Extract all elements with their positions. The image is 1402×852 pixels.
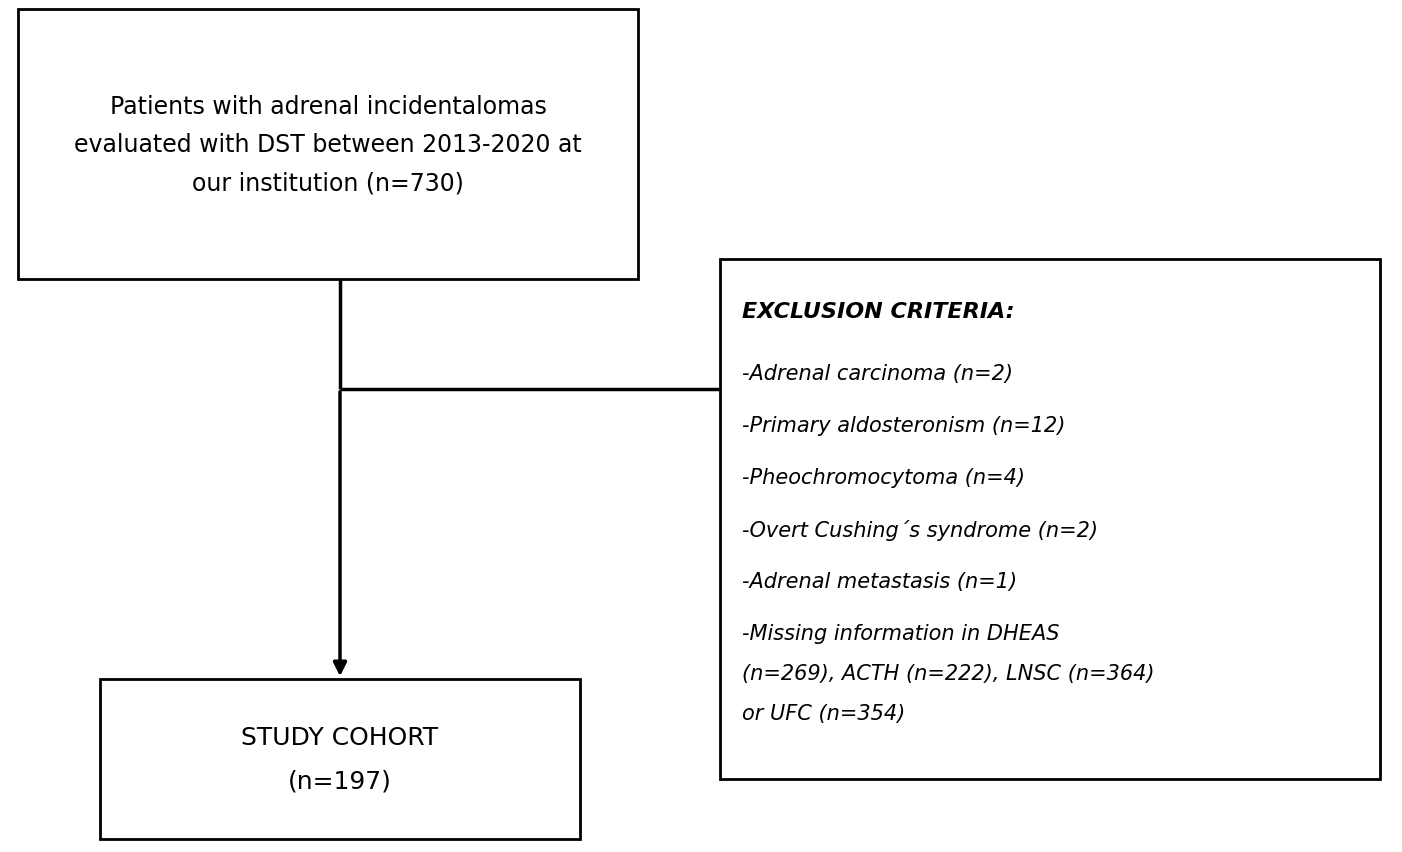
- Text: or UFC (n=354): or UFC (n=354): [742, 703, 906, 723]
- Text: EXCLUSION CRITERIA:: EXCLUSION CRITERIA:: [742, 302, 1015, 321]
- Text: our institution (n=730): our institution (n=730): [192, 170, 464, 195]
- Text: evaluated with DST between 2013-2020 at: evaluated with DST between 2013-2020 at: [74, 133, 582, 157]
- Bar: [100, 679, 580, 839]
- Text: -Adrenal metastasis (n=1): -Adrenal metastasis (n=1): [742, 572, 1016, 591]
- Text: -Adrenal carcinoma (n=2): -Adrenal carcinoma (n=2): [742, 364, 1014, 383]
- Text: -Missing information in DHEAS: -Missing information in DHEAS: [742, 624, 1060, 643]
- Text: STUDY COHORT: STUDY COHORT: [241, 725, 439, 749]
- Text: -Primary aldosteronism (n=12): -Primary aldosteronism (n=12): [742, 416, 1066, 435]
- Bar: [18, 10, 638, 279]
- Text: -Pheochromocytoma (n=4): -Pheochromocytoma (n=4): [742, 468, 1025, 487]
- Text: -Overt Cushing´s syndrome (n=2): -Overt Cushing´s syndrome (n=2): [742, 520, 1098, 540]
- Text: (n=269), ACTH (n=222), LNSC (n=364): (n=269), ACTH (n=222), LNSC (n=364): [742, 663, 1154, 683]
- Bar: [721, 260, 1380, 779]
- Text: Patients with adrenal incidentalomas: Patients with adrenal incidentalomas: [109, 95, 547, 119]
- Text: (n=197): (n=197): [287, 769, 393, 793]
